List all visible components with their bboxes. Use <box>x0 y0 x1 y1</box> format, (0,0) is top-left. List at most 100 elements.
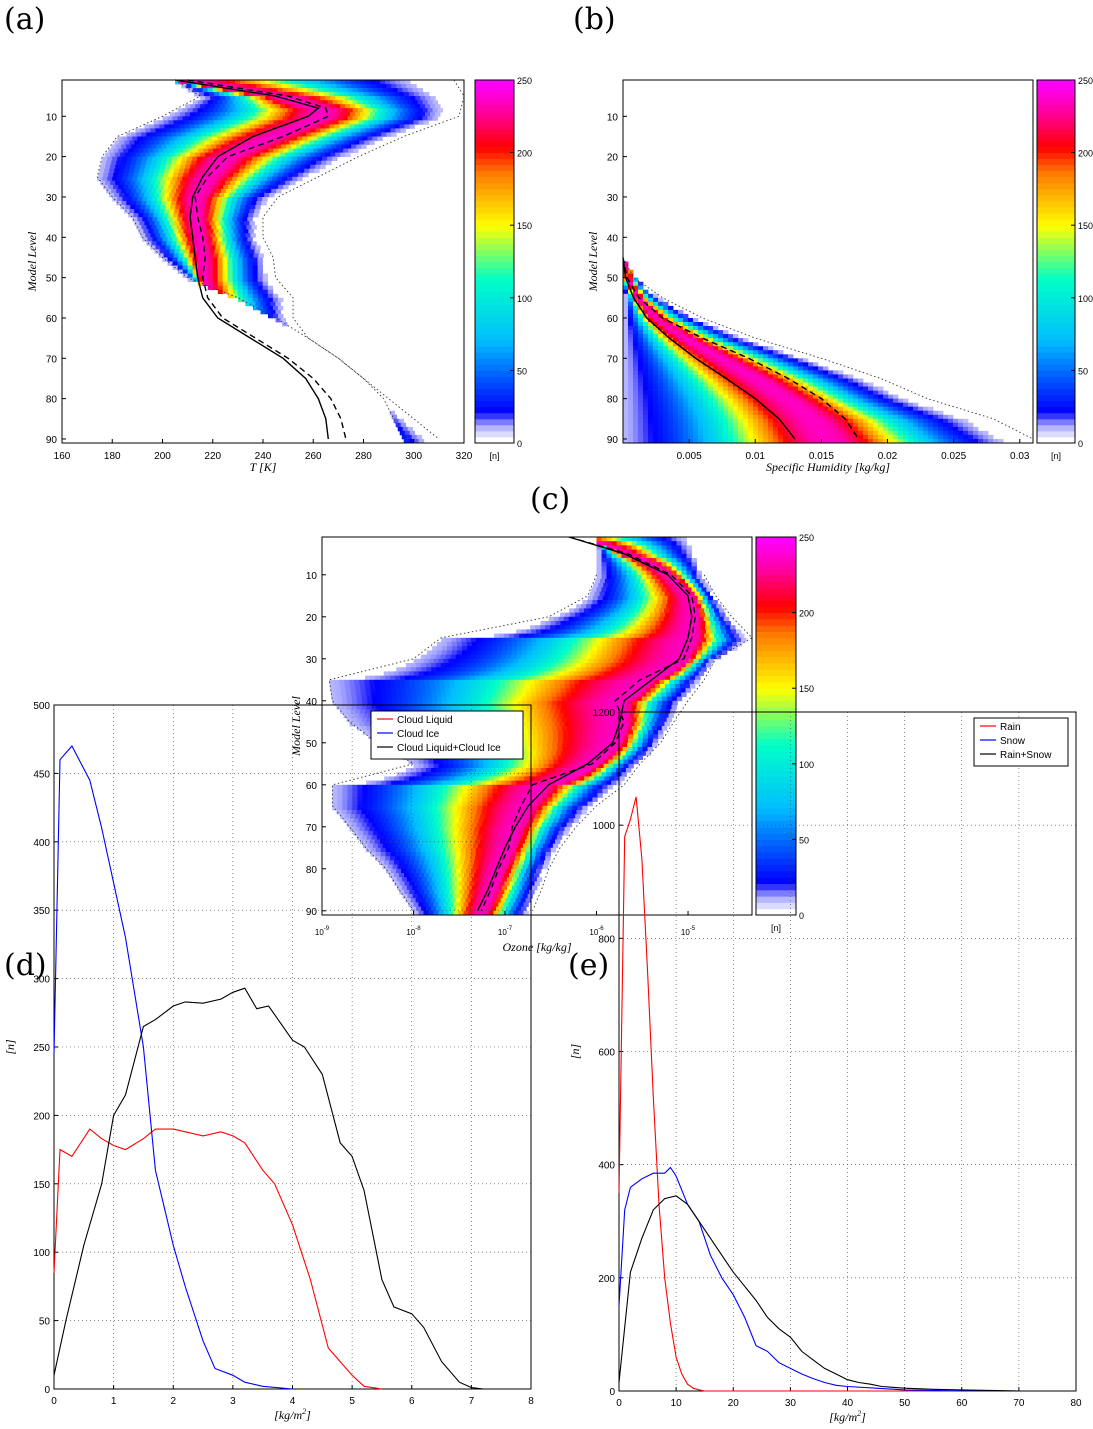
colorbar-swatch <box>475 128 514 135</box>
heatmap-cell <box>646 545 652 550</box>
heatmap-cell <box>823 394 829 399</box>
heatmap-cell <box>641 570 647 576</box>
heatmap-cell <box>486 637 492 643</box>
heatmap-cell <box>604 579 611 584</box>
heatmap-cell <box>616 604 622 609</box>
heatmap-cell <box>174 249 180 254</box>
heatmap-cell <box>758 414 764 420</box>
heatmap-cell <box>710 654 717 660</box>
heatmap-cell <box>481 667 487 672</box>
heatmap-cell <box>715 654 722 660</box>
heatmap-cell <box>948 418 954 424</box>
heatmap-cell <box>485 675 491 681</box>
heatmap-cell <box>658 330 664 335</box>
heatmap-cell <box>209 249 215 254</box>
heatmap-cell <box>609 591 615 597</box>
heatmap-cell <box>671 650 678 655</box>
heatmap-cell <box>140 205 146 210</box>
heatmap-cell <box>686 667 692 672</box>
heatmap-cell <box>688 386 694 391</box>
heatmap-cell <box>668 394 674 399</box>
heatmap-cell <box>297 108 303 113</box>
heatmap-cell <box>693 658 699 664</box>
heatmap-cell <box>109 192 115 198</box>
heatmap-cell <box>289 140 295 145</box>
colorbar-tick-label: 200 <box>1078 149 1093 159</box>
heatmap-cell <box>214 168 220 174</box>
heatmap-cell <box>156 241 162 246</box>
heatmap-cell <box>378 120 384 125</box>
heatmap-cell <box>466 667 472 672</box>
heatmap-cell <box>456 650 463 655</box>
heatmap-cell <box>768 426 774 432</box>
heatmap-cell <box>192 100 199 105</box>
heatmap-cell <box>733 358 739 363</box>
heatmap-cell <box>689 579 696 584</box>
heatmap-cell <box>591 642 598 647</box>
heatmap-cell <box>232 285 239 291</box>
heatmap-cell <box>257 269 263 274</box>
heatmap-cell <box>680 625 686 630</box>
heatmap-cell <box>164 221 170 226</box>
heatmap-cell <box>262 116 268 121</box>
heatmap-cell <box>280 104 286 109</box>
heatmap-cell <box>893 406 899 412</box>
heatmap-cell <box>748 342 754 347</box>
heatmap-cell <box>300 152 306 157</box>
colorbar-swatch <box>475 430 514 438</box>
heatmap-cell <box>928 434 934 440</box>
heatmap-cell <box>808 426 814 432</box>
heatmap-cell <box>710 625 716 630</box>
heatmap-cell <box>878 402 884 408</box>
heatmap-cell <box>616 650 623 655</box>
heatmap-cell <box>477 646 483 651</box>
heatmap-cell <box>873 426 879 432</box>
y-tick-label: 30 <box>607 193 619 204</box>
heatmap-cell <box>672 646 678 651</box>
heatmap-cell <box>858 430 864 436</box>
heatmap-cell <box>720 612 726 618</box>
heatmap-cell <box>698 386 704 391</box>
heatmap-cell <box>843 402 849 408</box>
heatmap-cell <box>312 136 318 141</box>
heatmap-cell <box>778 382 784 387</box>
heatmap-cell <box>650 621 656 626</box>
heatmap-cell <box>262 297 269 303</box>
heatmap-cell <box>295 128 301 133</box>
heatmap-cell <box>158 148 164 153</box>
heatmap-cell <box>626 545 632 550</box>
heatmap-cell <box>212 217 218 222</box>
heatmap-cell <box>643 297 649 303</box>
heatmap-cell <box>668 386 674 391</box>
heatmap-cell <box>197 197 203 202</box>
heatmap-cell <box>803 398 809 403</box>
heatmap-cell <box>928 439 934 444</box>
heatmap-cell <box>267 156 273 161</box>
heatmap-cell <box>418 671 425 676</box>
heatmap-cell <box>693 426 699 432</box>
heatmap-cell <box>113 184 119 190</box>
heatmap-cell <box>628 273 634 278</box>
heatmap-cell <box>266 144 272 149</box>
heatmap-cell <box>706 604 712 609</box>
heatmap-cell <box>548 658 554 664</box>
heatmap-cell <box>701 629 707 634</box>
heatmap-cell <box>601 566 607 571</box>
heatmap-cell <box>130 205 136 210</box>
heatmap-cell <box>216 201 222 206</box>
heatmap-cell <box>611 541 617 546</box>
heatmap-cell <box>803 422 809 428</box>
heatmap-cell <box>137 197 143 202</box>
heatmap-cell <box>983 434 989 440</box>
heatmap-cell <box>250 104 256 109</box>
heatmap-cell <box>636 553 642 559</box>
heatmap-cell <box>516 629 522 634</box>
heatmap-cell <box>641 604 647 609</box>
heatmap-cell <box>968 430 974 436</box>
heatmap-cell <box>793 430 799 436</box>
heatmap-cell <box>918 418 924 424</box>
heatmap-cell <box>723 338 729 343</box>
heatmap-cell <box>718 616 725 622</box>
heatmap-cell <box>246 188 252 194</box>
heatmap-cell <box>401 84 407 89</box>
